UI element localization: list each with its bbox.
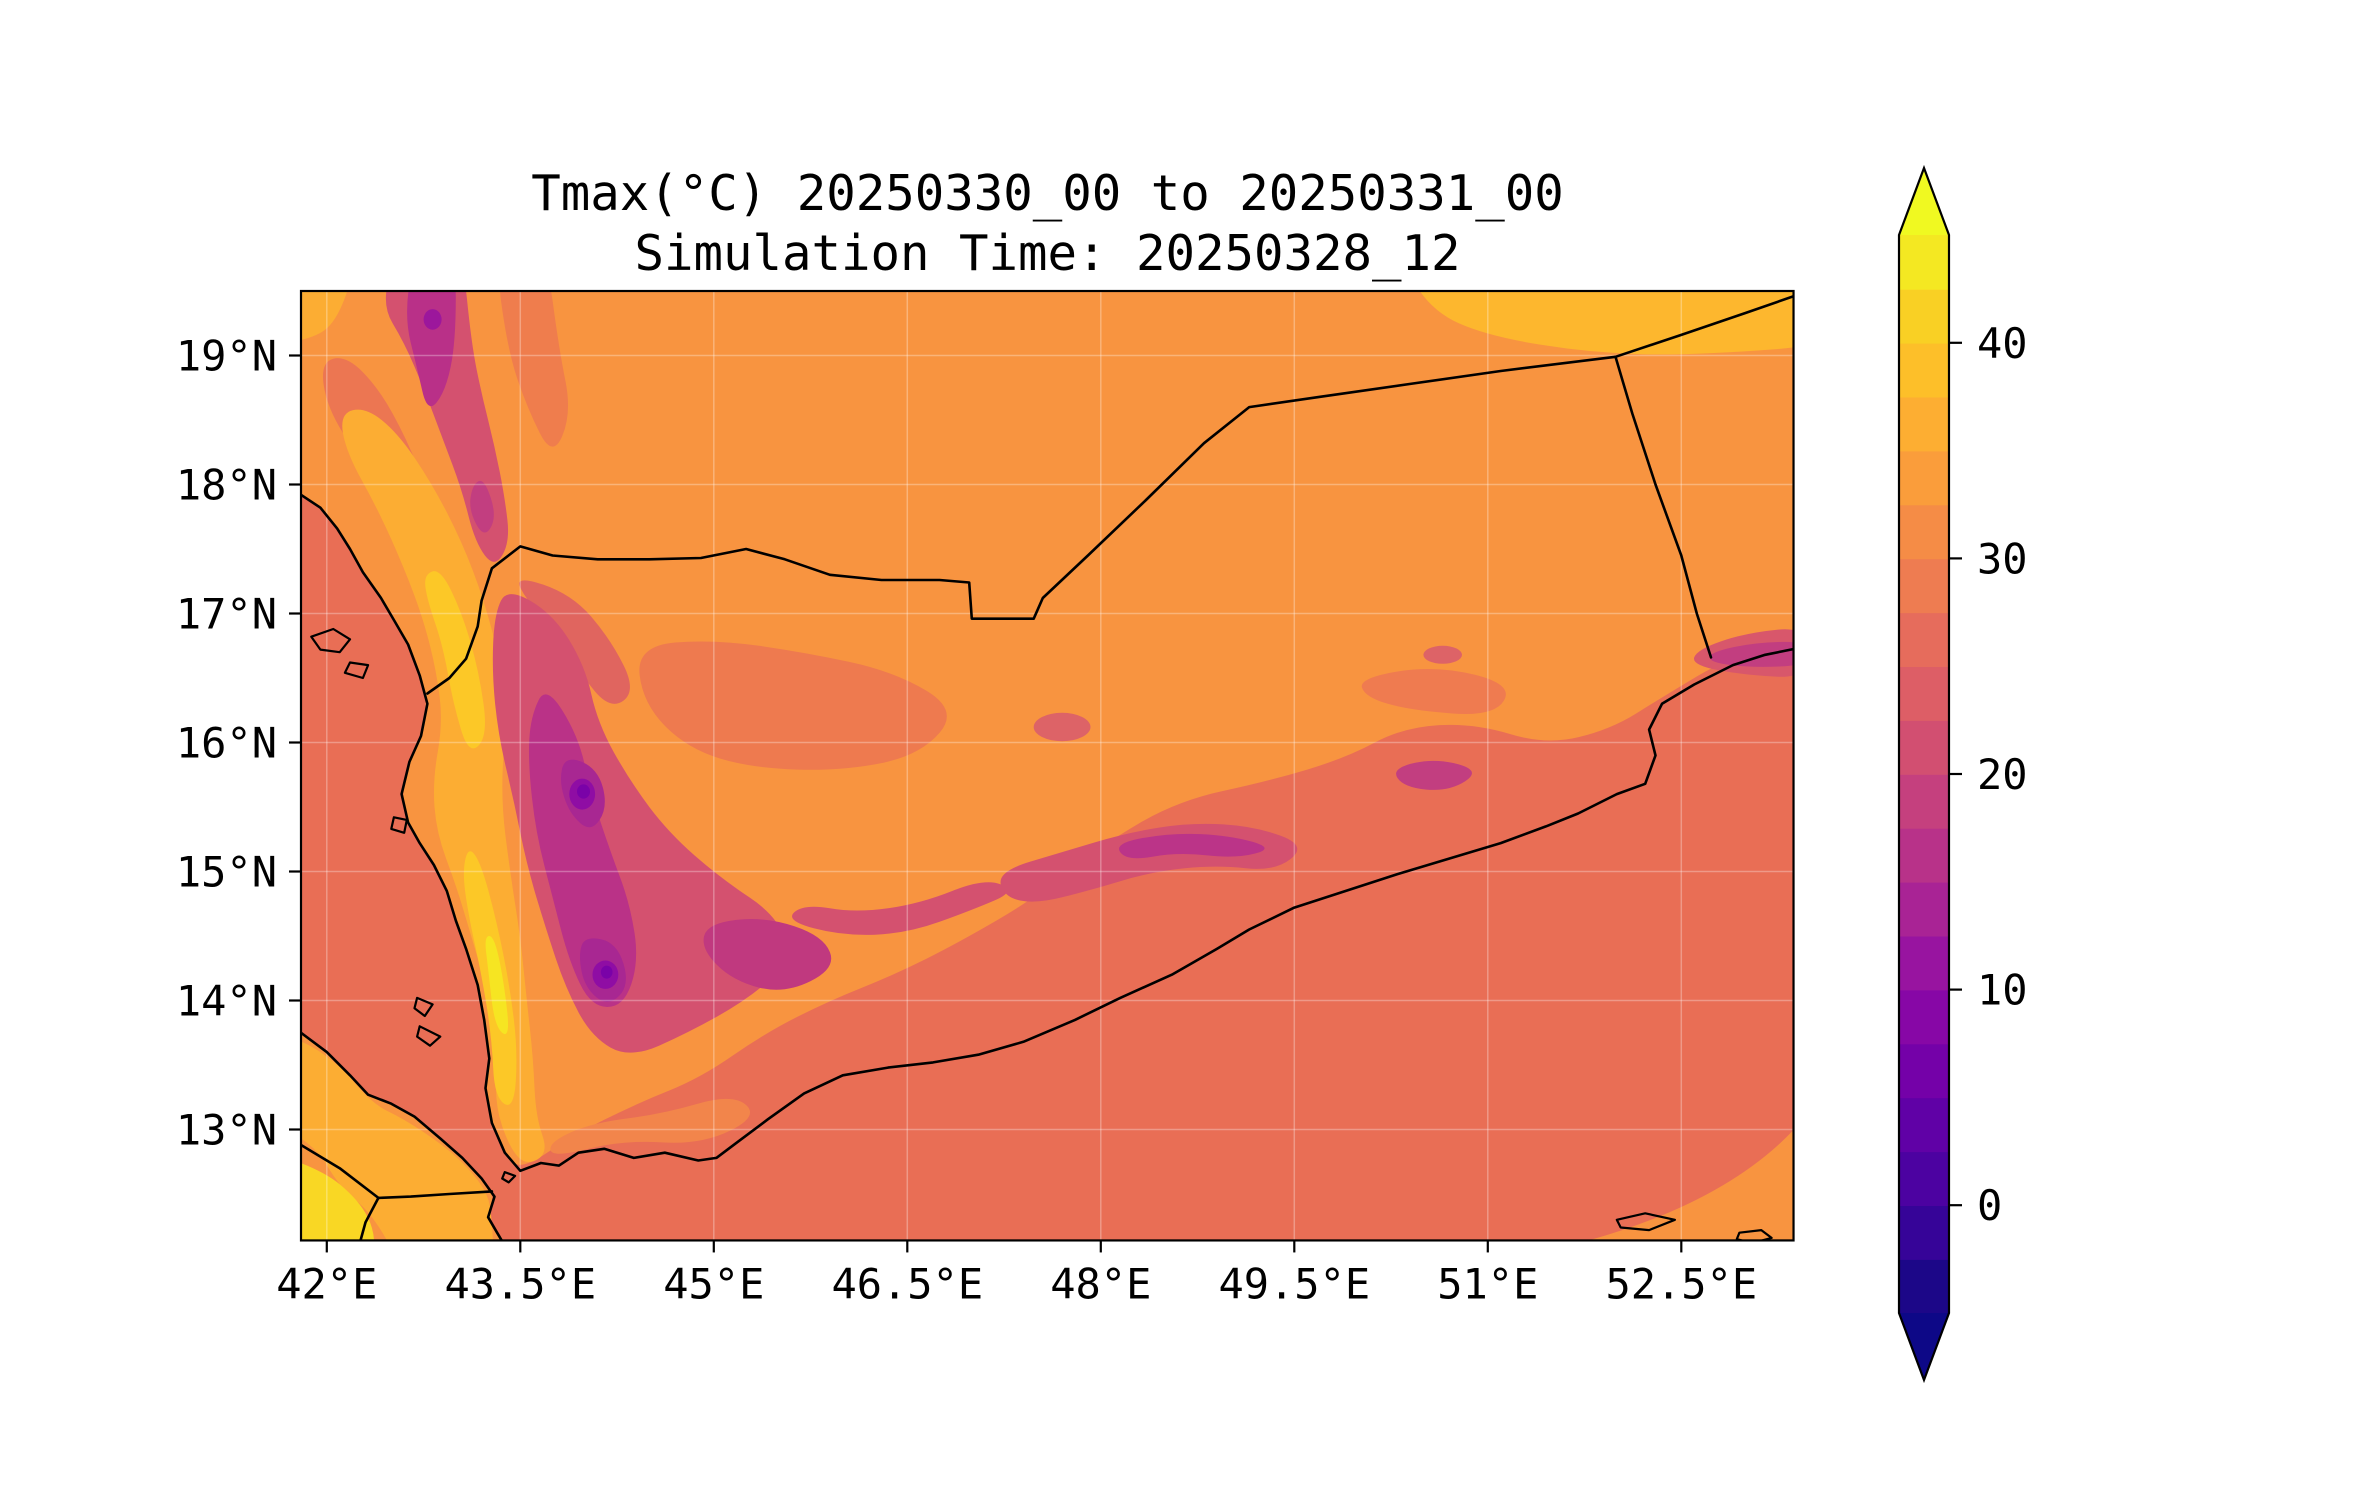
eritrea-djibouti-border	[377, 1190, 494, 1200]
region-highlands-deep-purple-north	[577, 784, 590, 799]
region-north-interior-pink-oval	[1033, 712, 1091, 742]
colorbar-band	[1899, 288, 1949, 344]
colorbar-band	[1899, 396, 1949, 452]
y-tick-label: 13°N	[176, 1106, 277, 1155]
hanish-island	[416, 1025, 442, 1047]
colorbar-band	[1899, 558, 1949, 614]
perim-island	[501, 1171, 517, 1184]
colorbar-tick-label: 30	[1977, 534, 2028, 583]
region-north-interior-salmon	[639, 641, 947, 770]
region-africa-bright-corner	[301, 1163, 375, 1241]
zuqar-island	[413, 996, 434, 1018]
colorbar-band	[1899, 1259, 1949, 1314]
colorbar-band	[1899, 1205, 1949, 1260]
figure-title-line2: Simulation Time: 20250328_12	[634, 225, 1461, 282]
african-coastline	[301, 1031, 504, 1241]
colorbar-band	[1899, 989, 1949, 1045]
arabian-coastline	[301, 493, 1794, 1173]
y-tick-label: 17°N	[176, 590, 277, 639]
colorbar-band	[1899, 774, 1949, 829]
figure-title-line1: Tmax(°C) 20250330_00 to 20250331_00	[531, 165, 1564, 222]
colorbar-tick-label: 40	[1977, 319, 2028, 368]
colorbar-band	[1899, 1043, 1949, 1099]
region-east-pink-dot	[1423, 645, 1462, 664]
map-frame	[299, 289, 1795, 1242]
region-asir-purple-dot	[423, 309, 442, 330]
region-south-magenta-blob	[703, 919, 832, 990]
colorbar-band	[1899, 450, 1949, 506]
colorbar-band	[1899, 881, 1949, 937]
y-tick-label: 14°N	[176, 977, 277, 1026]
y-tick-label: 16°N	[176, 719, 277, 768]
region-highlands-deep-purple-south	[600, 965, 613, 979]
farasan-island-2	[343, 661, 370, 680]
colorbar-tick-label: 20	[1977, 750, 2028, 799]
colorbar-band	[1899, 666, 1949, 721]
djibouti-ethiopia-border	[359, 1196, 380, 1241]
saudi-yemen-border	[426, 355, 1617, 695]
colorbar-band	[1899, 504, 1949, 560]
region-sea-and-southeast-salmon	[301, 495, 1794, 1241]
colorbar-extend-under-arrow	[1899, 1313, 1949, 1380]
brothers-island	[1735, 1229, 1773, 1241]
region-highlands-magenta	[528, 694, 637, 1007]
region-tihama-bright-north	[425, 571, 485, 749]
x-tick-label: 45°E	[663, 1259, 764, 1308]
colorbar-outline	[1897, 164, 1951, 1384]
x-tick-label: 49.5°E	[1218, 1259, 1370, 1308]
x-tick-label: 42°E	[276, 1259, 377, 1308]
yemen-oman-border	[1614, 355, 1713, 659]
colorbar-tick-label: 10	[1977, 966, 2028, 1015]
colorbar-band	[1899, 827, 1949, 883]
y-tick-label: 19°N	[176, 332, 277, 381]
colorbar-band	[1899, 612, 1949, 667]
region-topleft-yellow	[301, 291, 348, 341]
colorbar-band	[1899, 342, 1949, 398]
abd-al-kuri-island	[1615, 1212, 1676, 1232]
x-tick-label: 48°E	[1050, 1259, 1151, 1308]
colorbar-band	[1899, 1151, 1949, 1206]
colorbar-tick-label: 0	[1977, 1181, 2002, 1230]
farasan-island-1	[310, 627, 352, 654]
colorbar-extend-over-arrow	[1899, 168, 1949, 235]
region-east-coast-magenta	[1709, 641, 1794, 667]
region-asir-magenta-core	[407, 291, 456, 407]
region-east-salmon-patch	[1361, 668, 1506, 715]
region-asir-east-foothills	[500, 291, 569, 447]
colorbar-band	[1899, 235, 1949, 290]
x-tick-label: 51°E	[1437, 1259, 1538, 1308]
region-tihama-bright-core	[485, 936, 509, 1035]
x-tick-label: 52.5°E	[1605, 1259, 1757, 1308]
kamaran-island	[390, 816, 408, 834]
eritrea-ethiopia-border	[301, 1143, 380, 1200]
region-east-magenta-curl	[1396, 760, 1472, 790]
colorbar-band	[1899, 1097, 1949, 1153]
colorbar-band	[1899, 720, 1949, 775]
region-east-ridge-magenta	[1119, 833, 1265, 859]
region-asir-magenta-south	[470, 480, 494, 533]
colorbar-band	[1899, 935, 1949, 991]
x-tick-label: 43.5°E	[444, 1259, 596, 1308]
colorbar: 0 10 20 30 40	[1897, 164, 2028, 1384]
region-south-ridge-pink	[792, 882, 1008, 935]
region-aden-coast-strip	[550, 1098, 751, 1154]
y-tick-label: 15°N	[176, 848, 277, 897]
y-tick-label: 18°N	[176, 461, 277, 510]
region-topright-yellow	[1419, 291, 1794, 355]
region-africa-yellow-strip	[301, 1041, 493, 1241]
saudi-oman-border	[1614, 294, 1794, 359]
x-tick-label: 46.5°E	[831, 1259, 983, 1308]
region-highlands-north-arm	[519, 580, 630, 704]
map-plot	[301, 291, 1794, 1241]
